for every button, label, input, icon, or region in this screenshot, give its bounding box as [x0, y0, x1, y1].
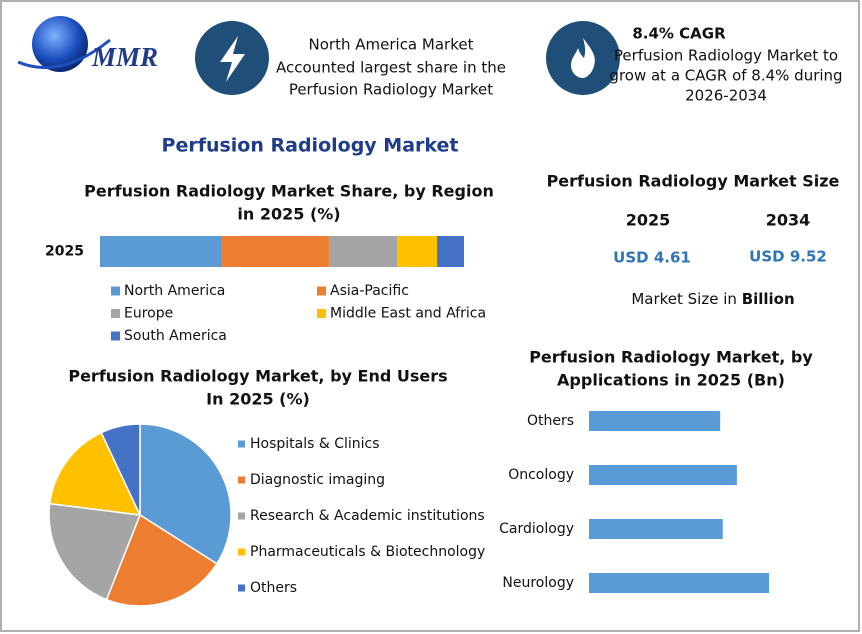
bar-segment: [100, 236, 222, 267]
bar: [589, 465, 737, 485]
category-label: Oncology: [508, 467, 574, 483]
bar-segment: [328, 236, 398, 267]
bar-segment: [437, 236, 464, 267]
callout-line: Accounted largest share in the: [276, 59, 506, 77]
callout-line: 2026-2034: [685, 87, 767, 105]
flame: [571, 38, 595, 78]
logo-swoosh: [17, 38, 111, 70]
chart-title: Applications in 2025 (Bn): [557, 371, 785, 390]
callout-line: Perfusion Radiology Market: [289, 81, 493, 99]
market-value: USD 4.61: [613, 249, 691, 267]
chart-title: In 2025 (%): [206, 390, 310, 409]
legend-label: Diagnostic imaging: [250, 472, 385, 488]
chart-title: Perfusion Radiology Market, by End Users: [68, 367, 447, 386]
legend-label: Research & Academic institutions: [250, 508, 485, 524]
legend-label: Hospitals & Clinics: [250, 436, 380, 452]
category-label: Others: [527, 413, 574, 429]
legend-swatch: [238, 512, 245, 520]
category-label: Cardiology: [499, 521, 574, 537]
legend-label: Pharmaceuticals & Biotechnology: [250, 544, 485, 560]
legend-swatch: [238, 548, 245, 556]
bar: [589, 573, 770, 593]
logo-globe: [32, 16, 88, 72]
bar: [589, 411, 721, 431]
category-label: 2025: [45, 244, 84, 260]
chart-title: in 2025 (%): [237, 205, 340, 224]
legend-swatch: [111, 286, 120, 296]
legend-label: Asia-Pacific: [330, 283, 409, 299]
legend-swatch: [238, 476, 245, 484]
legend-label: Middle East and Africa: [330, 306, 486, 322]
market-value: USD 9.52: [749, 248, 827, 266]
logo-text: MMR: [91, 42, 158, 72]
legend-swatch: [238, 584, 245, 592]
year: 2025: [626, 211, 671, 230]
legend-swatch: [317, 309, 326, 318]
market-size-title: Perfusion Radiology Market Size: [547, 172, 840, 191]
legend-swatch: [317, 286, 326, 296]
callout-line: North America Market: [309, 36, 474, 54]
bar: [589, 519, 723, 539]
legend-swatch: [111, 309, 120, 318]
bar-segment: [221, 236, 329, 267]
legend-swatch: [238, 440, 245, 448]
chart-title: Perfusion Radiology Market Share, by Reg…: [84, 182, 494, 201]
pie-slice: [48, 502, 142, 601]
legend-label: Europe: [124, 306, 173, 322]
bolt: [220, 36, 245, 82]
main-title: Perfusion Radiology Market: [162, 135, 459, 157]
legend-swatch: [111, 331, 120, 341]
category-label: Neurology: [502, 575, 574, 591]
year: 2034: [766, 211, 811, 230]
legend-label: North America: [124, 283, 225, 299]
callout-line: Perfusion Radiology Market to: [614, 47, 838, 65]
chart-title: Perfusion Radiology Market, by: [529, 348, 813, 367]
legend-label: Others: [250, 580, 297, 596]
cagr-title: 8.4% CAGR: [632, 25, 726, 43]
bar-segment: [397, 236, 438, 267]
legend-label: South America: [124, 328, 227, 344]
pie-slice: [48, 431, 142, 516]
unit-note-text: Market Size in: [631, 290, 737, 308]
unit-note-bold: Billion: [742, 290, 795, 308]
unit-note: Market Size in Billion: [631, 290, 794, 308]
callout-line: grow at a CAGR of 8.4% during: [609, 67, 842, 85]
pie-slice: [105, 513, 218, 607]
pie-slice: [100, 423, 141, 516]
